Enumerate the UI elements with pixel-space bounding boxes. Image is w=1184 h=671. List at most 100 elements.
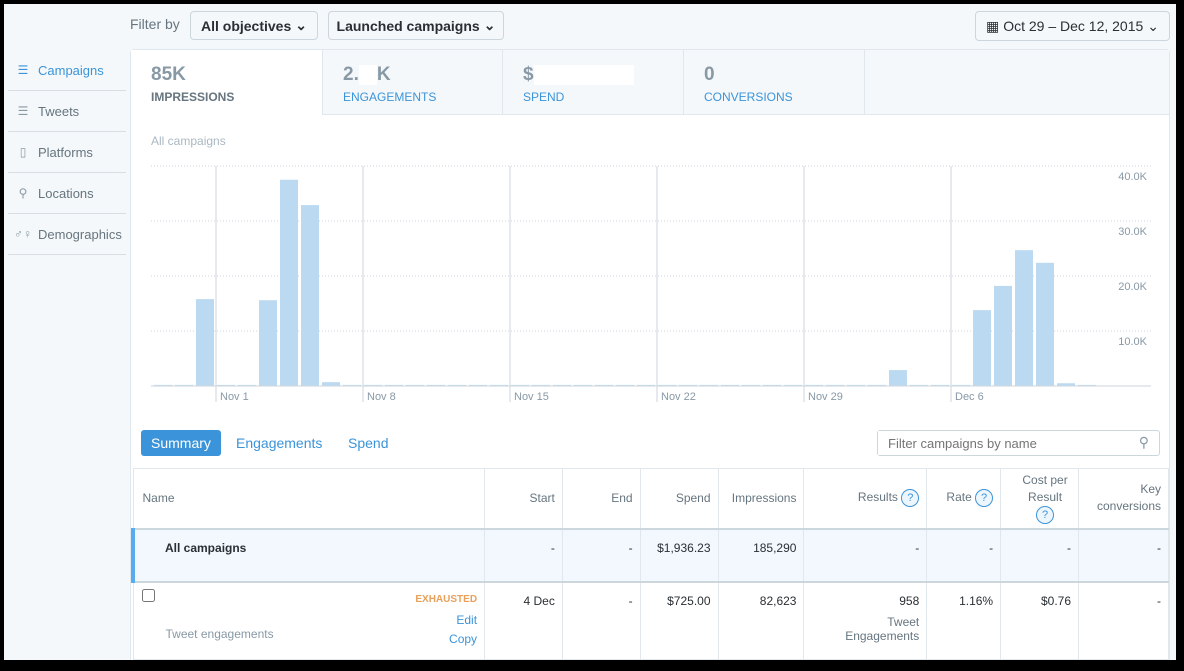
metric-value: $	[523, 64, 534, 85]
chart-bar	[1057, 383, 1075, 386]
metric-tab-spend[interactable]: $ SPEND	[503, 50, 684, 115]
redaction	[358, 65, 377, 85]
chart-bar	[448, 384, 466, 386]
sidebar-item-demographics[interactable]: ♂♀ Demographics	[8, 214, 126, 255]
chart-bar	[1036, 262, 1054, 386]
col-end[interactable]: End	[561, 468, 641, 529]
chart-bar	[910, 384, 928, 386]
chart-bar	[658, 384, 676, 386]
sidebar-item-platforms[interactable]: ▯ Platforms	[8, 132, 126, 173]
chart-bar	[868, 384, 886, 386]
tab-engagements[interactable]: Engagements	[236, 435, 323, 451]
cell-name: All campaigns	[131, 527, 486, 583]
col-label: Results	[857, 490, 898, 505]
chart-bar	[637, 384, 655, 386]
date-range-value: Oct 29 – Dec 12, 2015	[1003, 18, 1144, 34]
campaign-search[interactable]: ⚲	[877, 430, 1160, 456]
date-range-picker[interactable]: ▦ Oct 29 – Dec 12, 2015 ⌄	[975, 11, 1170, 41]
chart-bar	[385, 384, 403, 386]
col-impressions[interactable]: Impressions	[717, 468, 805, 529]
edit-link[interactable]: Edit	[456, 612, 478, 627]
status-dropdown[interactable]: Launched campaigns ⌄	[328, 11, 504, 40]
y-tick-label: 20.0K	[1118, 281, 1147, 293]
results-type: Tweet Engagements	[845, 614, 920, 643]
col-name[interactable]: Name	[132, 468, 486, 529]
x-tick-label: Nov 8	[367, 391, 396, 403]
col-label: Cost per Result	[1022, 473, 1068, 505]
metric-label: CONVERSIONS	[704, 90, 793, 104]
filter-label: Filter by	[130, 16, 180, 32]
main-panel: 85K IMPRESSIONS 2. K ENGAGEMENTS $ SPEND 0 CO…	[130, 49, 1170, 660]
table-row[interactable]: EXHAUSTED Tweet engagements Edit Copy 4 …	[132, 581, 1169, 660]
metric-value: 85K	[151, 64, 186, 85]
chart-bar	[742, 384, 760, 386]
chart-bar	[196, 299, 214, 386]
chart-bar	[238, 384, 256, 386]
sidebar-item-locations[interactable]: ⚲ Locations	[8, 173, 126, 214]
chart-bar	[952, 384, 970, 386]
metric-tab-engagements[interactable]: 2. K ENGAGEMENTS	[323, 50, 503, 115]
cell-spend: $1,936.23	[639, 527, 719, 583]
cell-impressions: 82,623	[717, 581, 805, 660]
chart-bar	[784, 384, 802, 386]
cell-name: EXHAUSTED Tweet engagements Edit Copy	[132, 581, 486, 660]
list-icon: ☰	[17, 63, 29, 77]
pin-icon: ⚲	[18, 186, 28, 200]
cell-start: 4 Dec	[484, 581, 563, 660]
x-tick-label: Nov 22	[661, 391, 696, 403]
chevron-down-icon: ⌄	[295, 17, 307, 33]
cell-end: -	[561, 527, 641, 583]
col-rate[interactable]: Rate ?	[926, 468, 1002, 529]
objectives-dropdown[interactable]: All objectives ⌄	[190, 11, 318, 40]
tab-spend[interactable]: Spend	[348, 435, 389, 451]
chart-bar	[805, 384, 823, 386]
help-icon[interactable]: ?	[901, 489, 920, 508]
copy-link[interactable]: Copy	[449, 631, 478, 646]
sidebar-item-tweets[interactable]: ☰ Tweets	[8, 91, 126, 132]
x-tick-label: Nov 29	[808, 391, 843, 403]
tab-summary[interactable]: Summary	[141, 430, 221, 456]
chart-bar	[595, 384, 613, 386]
table-header-row: Name Start End Spend Impressions Results…	[132, 468, 1169, 529]
metric-value: 2.	[343, 64, 359, 85]
col-spend[interactable]: Spend	[639, 468, 719, 529]
help-icon[interactable]: ?	[975, 489, 994, 508]
chart-bar	[763, 384, 781, 386]
impressions-chart: 10.0K 20.0K 30.0K 40.0K Nov 1 Nov 8 Nov 15 Nov …	[151, 165, 1151, 403]
metric-label: ENGAGEMENTS	[343, 90, 437, 104]
y-tick-label: 10.0K	[1118, 336, 1147, 348]
y-tick-label: 30.0K	[1118, 226, 1147, 238]
objectives-value: All objectives	[201, 17, 292, 34]
metric-tab-conversions[interactable]: 0 CONVERSIONS	[684, 50, 865, 115]
sidebar-item-campaigns[interactable]: ☰ Campaigns	[8, 50, 126, 91]
chart-bar	[553, 384, 571, 386]
status-value: Launched campaigns	[336, 17, 480, 34]
chart-bar	[679, 384, 697, 386]
table-row-all-campaigns[interactable]: All campaigns - - $1,936.23 185,290 - - …	[131, 527, 1169, 583]
campaign-search-input[interactable]	[878, 431, 1118, 455]
campaigns-table: Name Start End Spend Impressions Results…	[131, 468, 1169, 660]
chart-bar	[616, 384, 634, 386]
cell-rate: 1.16%	[926, 581, 1002, 660]
cell-start: -	[484, 527, 563, 583]
row-checkbox[interactable]	[141, 588, 155, 602]
chevron-down-icon: ⌄	[483, 17, 496, 33]
chart-bar	[994, 285, 1012, 386]
metric-value: 0	[704, 64, 715, 85]
chart-bar	[511, 384, 529, 386]
cell-impressions: 185,290	[717, 527, 805, 583]
col-label: Rate	[946, 490, 972, 505]
app-frame: Filter by All objectives ⌄ Launched campa…	[4, 4, 1176, 660]
col-key-conversions[interactable]: Key conversions	[1078, 468, 1169, 529]
col-cost-per-result[interactable]: Cost per Result?	[1000, 468, 1079, 529]
y-tick-label: 40.0K	[1118, 171, 1147, 183]
col-results[interactable]: Results ?	[803, 468, 928, 529]
col-start[interactable]: Start	[484, 468, 563, 529]
x-tick-label: Nov 15	[514, 391, 549, 403]
results-value: 958	[899, 593, 920, 608]
chart-bar	[427, 384, 445, 386]
metric-tab-impressions[interactable]: 85K IMPRESSIONS	[131, 50, 323, 115]
chart-bar	[280, 179, 298, 386]
help-icon[interactable]: ?	[1036, 506, 1055, 525]
metric-label: SPEND	[523, 90, 565, 104]
